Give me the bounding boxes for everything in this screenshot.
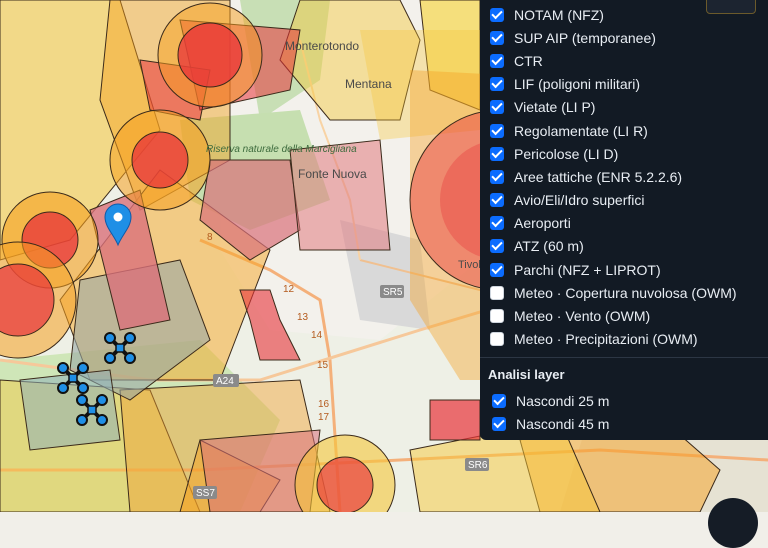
analysis-toggle-row[interactable]: Nascondi 25 m <box>492 389 609 412</box>
layer-toggle-checkbox[interactable] <box>490 53 504 68</box>
layer-toggle-label: Meteo · Precipitazioni (OWM) <box>514 331 698 348</box>
layer-control-panel: NOTAM (NFZ) SUP AIP (temporanee) CTR LIF (p… <box>480 0 768 440</box>
layer-toggle-checkbox[interactable] <box>490 262 504 277</box>
layer-toggle-row[interactable]: Aeroporti <box>490 212 737 235</box>
road-km-8: 8 <box>207 232 213 243</box>
analysis-section-title: Analisi layer <box>488 367 565 382</box>
road-km-16: 16 <box>318 399 330 410</box>
road-km-15: 15 <box>317 360 329 371</box>
layer-toggle-row[interactable]: CTR <box>490 49 737 72</box>
layer-toggle-checkbox[interactable] <box>490 123 504 138</box>
svg-text:SS7: SS7 <box>196 488 215 499</box>
analysis-list: Nascondi 25 m Nascondi 45 m <box>492 389 609 435</box>
layer-toggle-row[interactable]: Meteo · Copertura nuvolosa (OWM) <box>490 281 737 304</box>
panel-toggle-button[interactable] <box>706 0 756 14</box>
place-label-marcigliana: Riserva naturale della Marcigliana <box>206 144 357 155</box>
analysis-toggle-checkbox[interactable] <box>492 416 506 431</box>
layer-toggle-label: CTR <box>514 52 543 69</box>
analysis-toggle-label: Nascondi 25 m <box>516 392 610 409</box>
place-label-monterotondo: Monterotondo <box>285 39 359 53</box>
layer-toggle-row[interactable]: Parchi (NFZ + LIPROT) <box>490 258 737 281</box>
analysis-toggle-row[interactable]: Nascondi 45 m <box>492 412 609 435</box>
layer-toggle-checkbox[interactable] <box>490 169 504 184</box>
layer-toggle-row[interactable]: Avio/Eli/Idro superfici <box>490 189 737 212</box>
layer-toggle-row[interactable]: SUP AIP (temporanee) <box>490 26 737 49</box>
layer-toggle-row[interactable]: LIF (poligoni militari) <box>490 73 737 96</box>
layer-toggle-checkbox[interactable] <box>490 100 504 115</box>
layer-toggle-checkbox[interactable] <box>490 309 504 324</box>
layer-toggle-checkbox[interactable] <box>490 7 504 22</box>
layer-toggle-checkbox[interactable] <box>490 216 504 231</box>
layer-toggle-label: ATZ (60 m) <box>514 238 584 255</box>
drone-icon[interactable] <box>76 394 108 426</box>
road-shield-ss7: SS7 <box>193 486 217 499</box>
layer-toggle-checkbox[interactable] <box>490 332 504 347</box>
layer-toggle-row[interactable]: Regolamentate (LI R) <box>490 119 737 142</box>
layer-toggle-label: Vietate (LI P) <box>514 99 596 116</box>
panel-divider <box>480 357 768 358</box>
analysis-toggle-label: Nascondi 45 m <box>516 415 610 432</box>
layer-list: NOTAM (NFZ) SUP AIP (temporanee) CTR LIF (p… <box>490 3 737 351</box>
place-label-mentana: Mentana <box>345 77 392 91</box>
layer-toggle-label: Parchi (NFZ + LIPROT) <box>514 261 661 278</box>
place-label-fonte-nuova: Fonte Nuova <box>298 167 367 181</box>
svg-text:SR5: SR5 <box>383 287 403 298</box>
layer-toggle-checkbox[interactable] <box>490 77 504 92</box>
layer-toggle-row[interactable]: NOTAM (NFZ) <box>490 3 737 26</box>
layer-toggle-label: SUP AIP (temporanee) <box>514 29 656 46</box>
road-km-14: 14 <box>311 330 323 341</box>
layer-toggle-checkbox[interactable] <box>490 193 504 208</box>
road-shield-sr5: SR5 <box>380 285 404 298</box>
layer-toggle-checkbox[interactable] <box>490 285 504 300</box>
road-km-12: 12 <box>283 284 295 295</box>
layer-toggle-row[interactable]: Meteo · Precipitazioni (OWM) <box>490 328 737 351</box>
layer-toggle-checkbox[interactable] <box>490 30 504 45</box>
layer-toggle-row[interactable]: Pericolose (LI D) <box>490 142 737 165</box>
road-shield-sr6: SR6 <box>465 458 489 471</box>
layer-toggle-label: Pericolose (LI D) <box>514 145 619 162</box>
layer-toggle-label: Aeroporti <box>514 215 571 232</box>
layer-toggle-row[interactable]: Aree tattiche (ENR 5.2.2.6) <box>490 165 737 188</box>
floating-action-button[interactable] <box>708 498 758 548</box>
layer-toggle-label: Avio/Eli/Idro superfici <box>514 192 645 209</box>
layer-toggle-label: NOTAM (NFZ) <box>514 6 604 23</box>
layer-toggle-row[interactable]: ATZ (60 m) <box>490 235 737 258</box>
svg-text:SR6: SR6 <box>468 460 488 471</box>
layer-toggle-row[interactable]: Meteo · Vento (OWM) <box>490 304 737 327</box>
layer-toggle-label: Meteo · Vento (OWM) <box>514 308 651 325</box>
layer-toggle-label: LIF (poligoni militari) <box>514 76 641 93</box>
map-pin-icon[interactable] <box>104 203 132 247</box>
drone-icon[interactable] <box>104 332 136 364</box>
road-km-17: 17 <box>318 412 330 423</box>
layer-toggle-checkbox[interactable] <box>490 239 504 254</box>
layer-toggle-row[interactable]: Vietate (LI P) <box>490 96 737 119</box>
road-km-13: 13 <box>297 312 309 323</box>
svg-text:A24: A24 <box>216 376 234 387</box>
layer-toggle-label: Meteo · Copertura nuvolosa (OWM) <box>514 284 737 301</box>
drone-icon[interactable] <box>57 362 89 394</box>
road-shield-a24: A24 <box>213 374 239 387</box>
layer-toggle-checkbox[interactable] <box>490 146 504 161</box>
layer-toggle-label: Aree tattiche (ENR 5.2.2.6) <box>514 168 683 185</box>
place-label-tivoli: Tivoli <box>458 259 483 271</box>
analysis-toggle-checkbox[interactable] <box>492 393 506 408</box>
layer-toggle-label: Regolamentate (LI R) <box>514 122 648 139</box>
